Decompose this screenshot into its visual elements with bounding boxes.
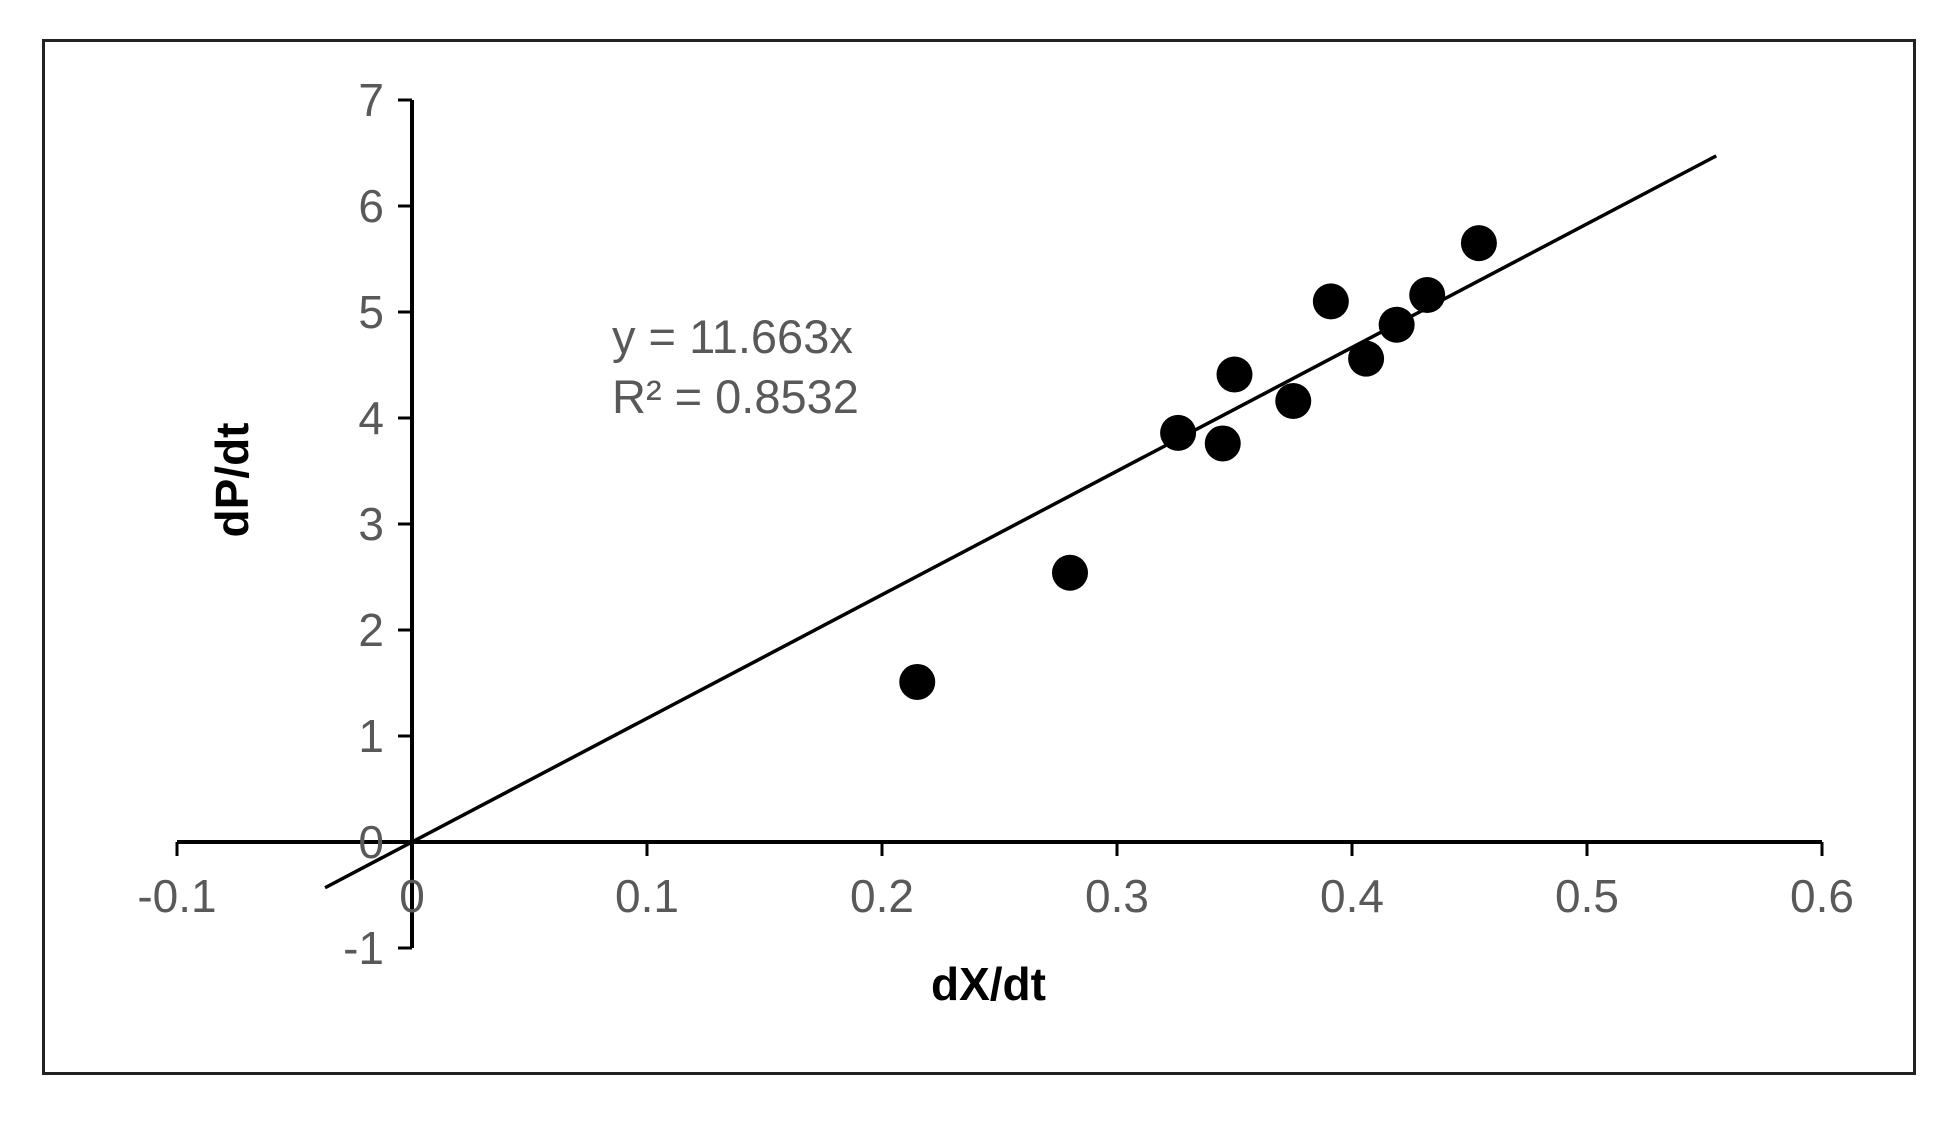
chart-frame — [42, 39, 1916, 1075]
x-tick-labels: -0.1 0 0.1 0.2 0.3 0.4 0.5 0.6 — [137, 870, 1854, 922]
data-point — [899, 663, 936, 700]
data-point — [1409, 277, 1446, 314]
y-tick-label: 3 — [358, 498, 384, 550]
data-point — [1216, 356, 1253, 393]
x-tick-label: 0.1 — [615, 870, 679, 922]
data-point — [1275, 383, 1312, 420]
data-point — [1312, 283, 1349, 320]
data-point — [1378, 306, 1415, 343]
y-tick-label: 4 — [358, 392, 384, 444]
y-tick-label: 2 — [358, 604, 384, 656]
y-tick-label: 5 — [358, 286, 384, 338]
y-tick-label: 7 — [358, 74, 384, 126]
data-point — [1052, 554, 1088, 591]
tick-marks — [175, 98, 1824, 950]
trendline — [324, 154, 1718, 890]
data-point — [1204, 425, 1241, 462]
x-tick-label: 0.5 — [1555, 870, 1619, 922]
x-tick-label: 0.2 — [850, 870, 914, 922]
y-tick-label: 6 — [358, 180, 384, 232]
data-point — [1160, 414, 1197, 451]
y-tick-label: -1 — [343, 922, 384, 974]
x-tick-label: 0.6 — [1790, 870, 1854, 922]
x-tick-label: 0 — [399, 870, 425, 922]
x-tick-label: 0.4 — [1320, 870, 1384, 922]
x-axis-title: dX/dt — [931, 958, 1046, 1010]
axes — [177, 100, 1822, 948]
data-points — [899, 225, 1497, 700]
y-axis-title: dP/dt — [206, 423, 258, 538]
trendline-equation: y = 11.663x — [612, 310, 853, 363]
x-tick-label: 0.3 — [1085, 870, 1149, 922]
trendline-group — [324, 154, 1718, 890]
y-tick-label: 1 — [358, 710, 384, 762]
x-tick-label: -0.1 — [137, 870, 216, 922]
data-point — [1460, 225, 1497, 262]
trendline-r-squared: R² = 0.8532 — [612, 370, 859, 423]
data-point — [1348, 340, 1385, 377]
